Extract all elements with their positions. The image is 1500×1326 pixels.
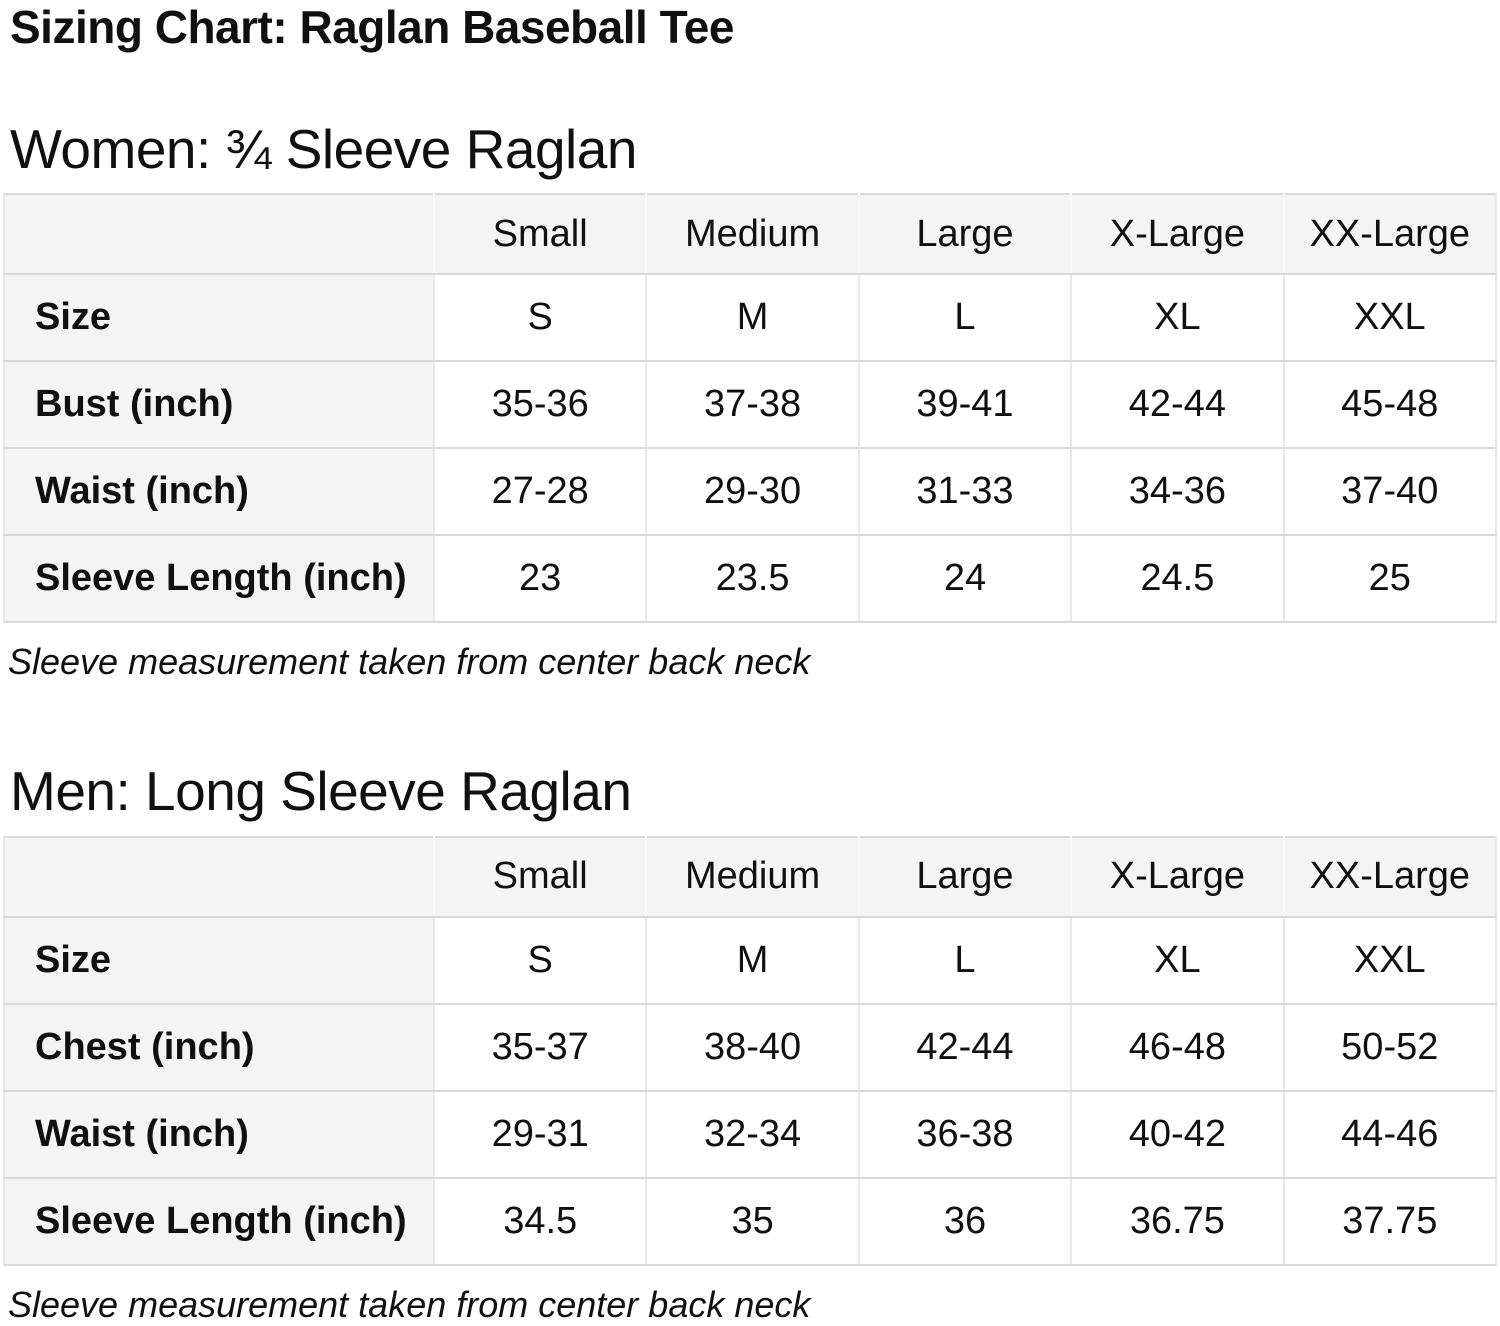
- value-cell: XXL: [1282, 273, 1498, 363]
- value-cell: 37-38: [645, 360, 860, 450]
- section-heading-women: Women: ¾ Sleeve Raglan: [10, 117, 637, 180]
- value-cell: 24: [857, 534, 1073, 624]
- column-header-cell: Small: [432, 835, 648, 918]
- section-heading-men: Men: Long Sleeve Raglan: [10, 760, 632, 823]
- column-header-cell: XX-Large: [1282, 835, 1498, 918]
- column-header-cell: X-Large: [1070, 193, 1285, 276]
- value-cell: 39-41: [857, 360, 1073, 450]
- value-cell: 34-36: [1070, 447, 1285, 537]
- row-label-cell: Waist (inch): [3, 447, 435, 537]
- value-cell: 36-38: [857, 1089, 1073, 1179]
- value-cell: 34.5: [432, 1176, 648, 1266]
- value-cell: 50-52: [1282, 1002, 1498, 1092]
- sleeve-note-men: Sleeve measurement taken from center bac…: [8, 1283, 811, 1325]
- row-label-cell: Chest (inch): [3, 1002, 435, 1092]
- row-label-cell: Sleeve Length (inch): [3, 534, 435, 624]
- value-cell: 42-44: [857, 1002, 1073, 1092]
- value-cell: 37.75: [1282, 1176, 1498, 1266]
- value-cell: 36: [857, 1176, 1073, 1266]
- table-row: Size S M L XL XXL: [3, 273, 1498, 363]
- page-title: Sizing Chart: Raglan Baseball Tee: [10, 1, 734, 53]
- table-row: Sleeve Length (inch) 34.5 35 36 36.75 37.75: [3, 1176, 1498, 1266]
- value-cell: 35: [645, 1176, 860, 1266]
- size-header-row: Small Medium Large X-Large XX-Large: [3, 193, 1498, 276]
- value-cell: 27-28: [432, 447, 648, 537]
- value-cell: L: [857, 273, 1073, 363]
- sleeve-note-women: Sleeve measurement taken from center bac…: [8, 641, 811, 683]
- value-cell: 25: [1282, 534, 1498, 624]
- corner-cell: [3, 835, 435, 918]
- value-cell: XXL: [1282, 915, 1498, 1005]
- value-cell: 44-46: [1282, 1089, 1498, 1179]
- row-label-cell: Sleeve Length (inch): [3, 1176, 435, 1266]
- sizing-table-men: Small Medium Large X-Large XX-Large Size S M L XL…: [3, 835, 1498, 1266]
- row-label-cell: Bust (inch): [3, 360, 435, 450]
- column-header-cell: Large: [857, 193, 1073, 276]
- value-cell: 31-33: [857, 447, 1073, 537]
- value-cell: M: [645, 915, 860, 1005]
- value-cell: 46-48: [1070, 1002, 1285, 1092]
- value-cell: 42-44: [1070, 360, 1285, 450]
- value-cell: 32-34: [645, 1089, 860, 1179]
- value-cell: S: [432, 273, 648, 363]
- table-row: Waist (inch) 29-31 32-34 36-38 40-42 44-46: [3, 1089, 1498, 1179]
- value-cell: 37-40: [1282, 447, 1498, 537]
- value-cell: 24.5: [1070, 534, 1285, 624]
- value-cell: S: [432, 915, 648, 1005]
- section-men: Men: Long Sleeve Raglan Small Medium Large…: [3, 760, 1498, 1326]
- value-cell: 23.5: [645, 534, 860, 624]
- value-cell: 36.75: [1070, 1176, 1285, 1266]
- table-row: Sleeve Length (inch) 23 23.5 24 24.5 25: [3, 534, 1498, 624]
- table-row: Size S M L XL XXL: [3, 915, 1498, 1005]
- value-cell: 23: [432, 534, 648, 624]
- value-cell: M: [645, 273, 860, 363]
- column-header-cell: Large: [857, 835, 1073, 918]
- value-cell: XL: [1070, 273, 1285, 363]
- corner-cell: [3, 193, 435, 276]
- value-cell: XL: [1070, 915, 1285, 1005]
- table-row: Waist (inch) 27-28 29-30 31-33 34-36 37-40: [3, 447, 1498, 537]
- value-cell: 29-30: [645, 447, 860, 537]
- size-header-row: Small Medium Large X-Large XX-Large: [3, 835, 1498, 918]
- row-label-cell: Waist (inch): [3, 1089, 435, 1179]
- value-cell: 29-31: [432, 1089, 648, 1179]
- value-cell: 45-48: [1282, 360, 1498, 450]
- sizing-table-women: Small Medium Large X-Large XX-Large Size S M L XL…: [3, 193, 1498, 624]
- value-cell: 35-36: [432, 360, 648, 450]
- column-header-cell: XX-Large: [1282, 193, 1498, 276]
- row-label-cell: Size: [3, 273, 435, 363]
- section-women: Women: ¾ Sleeve Raglan Small Medium Large X…: [3, 117, 1498, 684]
- table-row: Bust (inch) 35-36 37-38 39-41 42-44 45-48: [3, 360, 1498, 450]
- row-label-cell: Size: [3, 915, 435, 1005]
- table-row: Chest (inch) 35-37 38-40 42-44 46-48 50-52: [3, 1002, 1498, 1092]
- value-cell: L: [857, 915, 1073, 1005]
- column-header-cell: Medium: [645, 193, 860, 276]
- column-header-cell: X-Large: [1070, 835, 1285, 918]
- value-cell: 40-42: [1070, 1089, 1285, 1179]
- column-header-cell: Medium: [645, 835, 860, 918]
- column-header-cell: Small: [432, 193, 648, 276]
- value-cell: 35-37: [432, 1002, 648, 1092]
- value-cell: 38-40: [645, 1002, 860, 1092]
